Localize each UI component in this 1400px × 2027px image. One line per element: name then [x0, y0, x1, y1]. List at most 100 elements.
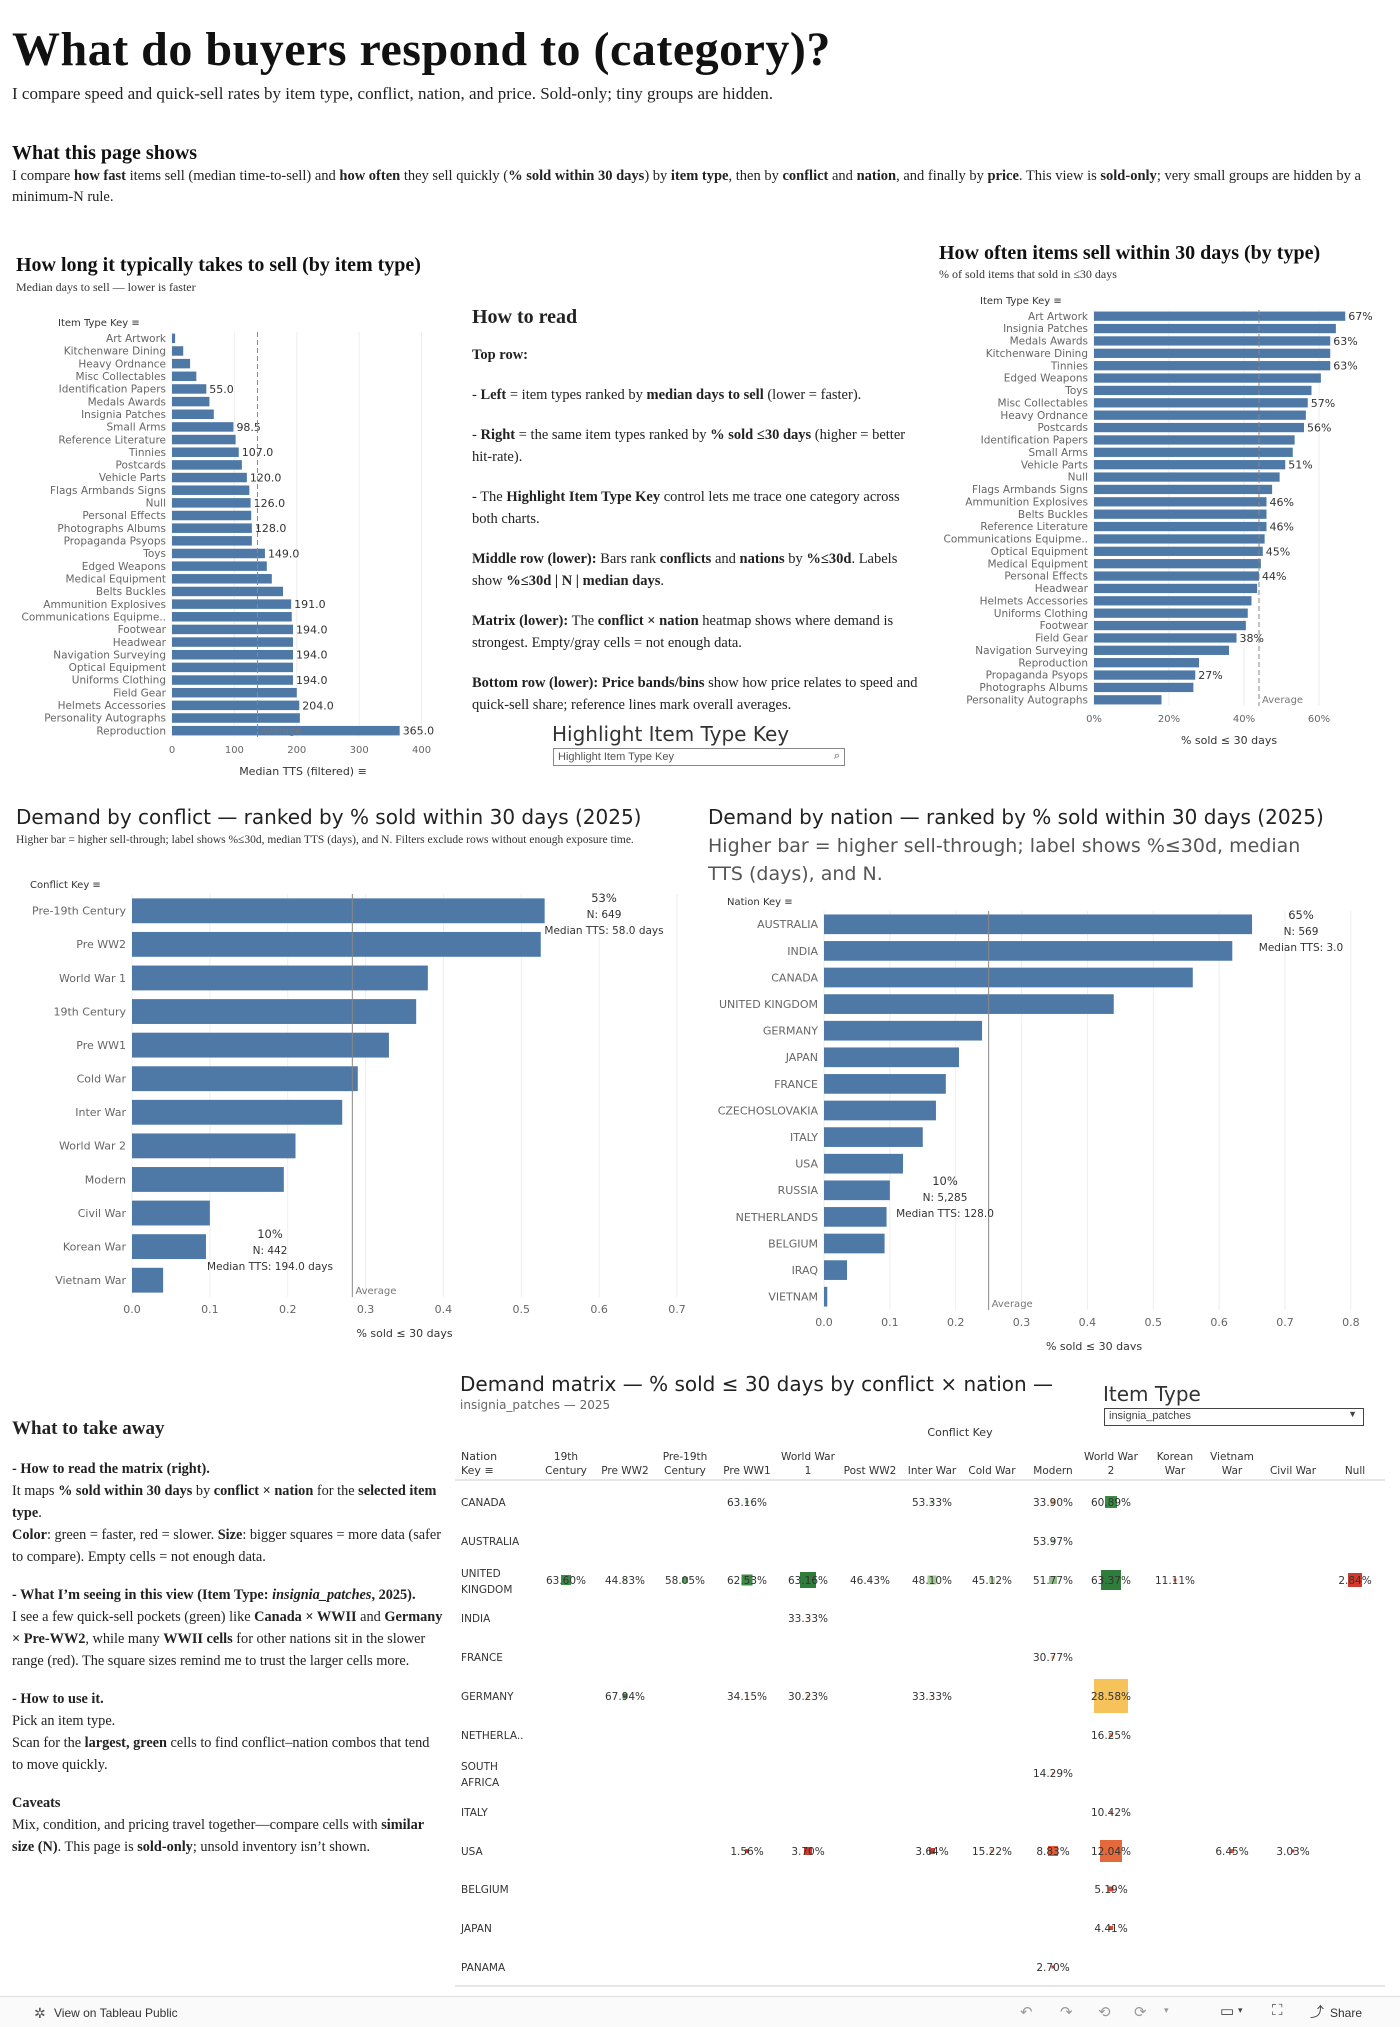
- matrix-cell: [746, 1695, 748, 1697]
- view-on-tableau-link[interactable]: View on Tableau Public: [54, 2006, 178, 2020]
- matrix-cell: [622, 1693, 628, 1699]
- tableau-footer: ✲ View on Tableau Public ↶ ↷ ⟲ ⟳ ▾ ▭ ▾ ⛶…: [0, 1996, 1400, 2027]
- matrix-cell-label: 5.19%: [1094, 1884, 1127, 1896]
- category-label: Art Artwork: [106, 333, 167, 345]
- matrix-cell-label: 33.33%: [788, 1613, 828, 1625]
- bar: [1094, 645, 1229, 655]
- comment-arrow-icon[interactable]: ▾: [1238, 2005, 1243, 2015]
- bar: [172, 358, 191, 369]
- bar: [1094, 682, 1194, 693]
- annotation-median: Median TTS: 128.0: [896, 1208, 994, 1220]
- bar-value-label: 67%: [1348, 310, 1372, 323]
- refresh-icon[interactable]: ⟳: [1134, 2004, 1147, 2021]
- category-label: BELGIUM: [768, 1237, 818, 1250]
- matrix-cell: [561, 1575, 571, 1585]
- matrix-cell: [1100, 1840, 1122, 1862]
- category-label: Pre WW2: [76, 938, 126, 951]
- bar: [132, 965, 428, 991]
- bar: [132, 1066, 358, 1092]
- matrix-cell: [682, 1577, 688, 1583]
- bar: [824, 1047, 959, 1068]
- category-label: Misc Collectables: [76, 371, 166, 383]
- x-tick-label: 0.2: [279, 1303, 297, 1316]
- pct-type-chart-subtitle: % of sold items that sold in ≤30 days: [939, 267, 1117, 281]
- matrix-column-label: Post WW2: [844, 1465, 897, 1477]
- revert-icon[interactable]: ⟲: [1098, 2004, 1111, 2021]
- x-tick-label: 0.2: [947, 1316, 965, 1329]
- item-type-select[interactable]: insignia_patches ▼: [1104, 1408, 1364, 1426]
- what-this-page-shows-heading: What this page shows: [12, 142, 198, 164]
- bar: [172, 713, 300, 723]
- undo-icon[interactable]: ↶: [1020, 2004, 1033, 2021]
- matrix-cell: [1094, 1679, 1128, 1713]
- bar: [172, 384, 207, 394]
- annotation-pct: 10%: [932, 1174, 958, 1188]
- bar: [132, 1032, 389, 1058]
- category-label: Medals Awards: [1010, 336, 1088, 348]
- share-icon[interactable]: ⤴: [1310, 2004, 1324, 2020]
- redo-icon[interactable]: ↷: [1060, 2004, 1073, 2021]
- matrix-column-label: 2: [1108, 1465, 1115, 1477]
- matrix-cell: [1052, 1772, 1054, 1774]
- matrix-cell: [1051, 1965, 1055, 1969]
- matrix-cell-label: 33.90%: [1033, 1497, 1073, 1509]
- x-axis-title: % sold ≤ 30 days: [1181, 734, 1277, 747]
- bar: [172, 434, 236, 445]
- category-label: Heavy Ordnance: [1000, 410, 1088, 422]
- category-label: Heavy Ordnance: [78, 358, 166, 370]
- category-label: Flags Armbands Signs: [972, 484, 1088, 496]
- category-label: Civil War: [78, 1207, 127, 1220]
- x-tick-label: 0.0: [815, 1316, 833, 1329]
- matrix-cell: [804, 1847, 812, 1855]
- matrix-cell: [1050, 1499, 1056, 1505]
- fullscreen-icon[interactable]: ⛶: [1272, 2002, 1283, 2019]
- page-title: What do buyers respond to (category)?: [12, 23, 831, 76]
- matrix-cell-label: 63.16%: [727, 1497, 767, 1509]
- category-label: Uniforms Clothing: [994, 608, 1088, 620]
- matrix-cell-label: 6.45%: [1215, 1846, 1248, 1858]
- category-label: Optical Equipment: [69, 662, 166, 674]
- bar-value-label: 204.0: [302, 699, 334, 712]
- tts-bar-chart: Item Type Key ≡ 0 100 200 300 400 Art ArtworkK…: [22, 318, 435, 778]
- matrix-row-label: PANAMA: [461, 1962, 506, 1974]
- matrix-cell: [1109, 1733, 1113, 1737]
- bar: [132, 1133, 296, 1159]
- matrix-cell: [1230, 1849, 1234, 1853]
- bar-value-label: 149.0: [268, 547, 300, 560]
- x-tick-label: 0.8: [1342, 1316, 1360, 1329]
- matrix-subtitle: insignia_patches — 2025: [460, 1398, 611, 1412]
- highlight-label: Highlight Item Type Key: [552, 722, 790, 746]
- bar: [824, 1180, 890, 1201]
- item-type-select-value: insignia_patches: [1109, 1410, 1191, 1422]
- category-label: Toys: [1064, 385, 1088, 397]
- category-label: Propaganda Psyops: [986, 670, 1088, 682]
- what-this-page-shows-body: I compare how fast items sell (median ti…: [12, 168, 1361, 205]
- matrix-column-label: Vietnam: [1210, 1451, 1254, 1463]
- matrix-cell-label: 3.64%: [915, 1846, 948, 1858]
- category-label: FRANCE: [774, 1078, 818, 1091]
- bar: [824, 994, 1114, 1014]
- matrix-column-label: Korean: [1157, 1451, 1193, 1463]
- annotation-median: Median TTS: 3.0: [1259, 942, 1343, 954]
- matrix-cell: [1110, 1811, 1112, 1813]
- bar: [172, 561, 267, 571]
- more-arrow-icon[interactable]: ▾: [1164, 2005, 1169, 2015]
- bar: [172, 649, 294, 660]
- highlight-search-input[interactable]: Highlight Item Type Key ⌕: [553, 748, 845, 766]
- matrix-cell: [800, 1572, 816, 1588]
- comment-icon[interactable]: ▭: [1220, 2003, 1235, 2020]
- category-label: Small Arms: [106, 422, 166, 434]
- category-label: Reference Literature: [58, 434, 166, 446]
- how-to-read-paragraph: Top row:: [472, 347, 529, 363]
- matrix-cell: [1291, 1849, 1295, 1853]
- bar: [824, 1074, 946, 1094]
- matrix-cell-label: 33.33%: [912, 1691, 952, 1703]
- share-button[interactable]: Share: [1330, 2006, 1363, 2020]
- x-tick-label: 0.7: [668, 1303, 686, 1316]
- axis-header: Conflict Key ≡: [30, 880, 101, 891]
- matrix-row-label: USA: [461, 1846, 484, 1858]
- matrix-row-label: GERMANY: [461, 1691, 514, 1703]
- x-tick-label: 0.3: [1013, 1316, 1031, 1329]
- x-tick-label: 0.0: [123, 1303, 141, 1316]
- category-label: Postcards: [116, 460, 166, 472]
